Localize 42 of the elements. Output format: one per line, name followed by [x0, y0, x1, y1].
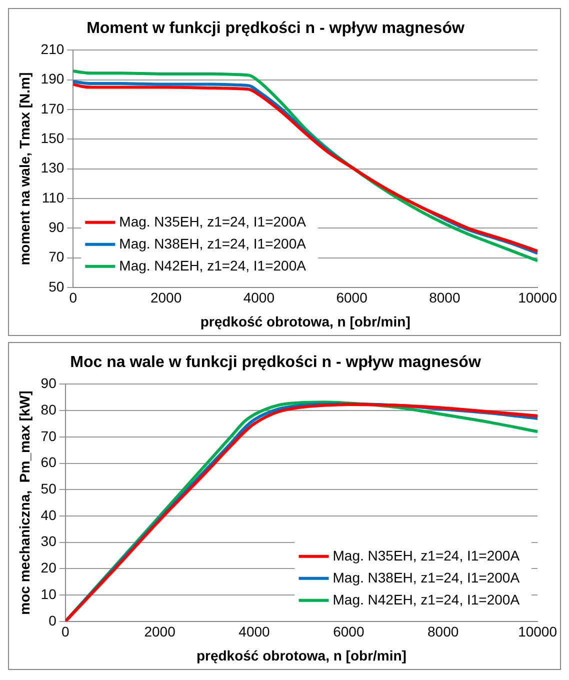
x-tick-label: 2000: [150, 290, 182, 306]
x-tick-label: 6000: [336, 290, 368, 306]
y-tick-label: 20: [40, 560, 57, 576]
y-tick-label: 80: [40, 401, 57, 418]
chart-title: Moc na wale w funkcji prędkości n - wpływ magnesów: [70, 354, 482, 372]
y-tick-label: 50: [40, 480, 57, 496]
y-tick-label: 40: [40, 506, 57, 523]
y-axis-title: moc mechaniczna, Pm_max [kW]: [16, 390, 32, 615]
y-tick-label: 0: [48, 612, 57, 628]
x-tick-label: 8000: [428, 624, 459, 640]
x-tick-label: 4000: [243, 290, 275, 306]
x-tick-label: 0: [69, 290, 78, 306]
y-tick-label: 110: [42, 189, 64, 206]
x-tick-label: 2000: [144, 624, 176, 640]
y-tick-label: 90: [48, 218, 64, 235]
y-tick-label: 190: [40, 70, 64, 87]
y-tick-label: 10: [40, 586, 57, 602]
x-tick-label: 10000: [518, 290, 558, 306]
x-axis-title: prędkość obrotowa, n [obr/min]: [200, 313, 410, 330]
y-tick-label: 60: [40, 454, 57, 470]
chart-title: Moment w funkcji prędkości n - wpływ magnesów: [86, 20, 465, 38]
x-tick-label: 8000: [429, 290, 460, 306]
legend-label: Mag. N38EH, z1=24, I1=200A: [332, 569, 520, 586]
x-tick-label: 10000: [518, 624, 558, 640]
legend-label: Mag. N38EH, z1=24, I1=200A: [119, 235, 307, 252]
y-tick-label: 30: [40, 533, 57, 550]
legend-label: Mag. N35EH, z1=24, I1=200A: [332, 547, 520, 564]
x-tick-label: 6000: [333, 624, 364, 640]
y-tick-label: 150: [40, 130, 64, 146]
legend-label: Mag. N42EH, z1=24, I1=200A: [119, 257, 307, 274]
legend-label: Mag. N35EH, z1=24, I1=200A: [119, 213, 307, 230]
y-tick-label: 50: [48, 278, 64, 294]
x-axis-title: prędkość obrotowa, n [obr/min]: [196, 647, 406, 664]
y-tick-label: 90: [40, 375, 57, 392]
legend-label: Mag. N42EH, z1=24, I1=200A: [332, 591, 520, 608]
y-tick-label: 210: [40, 41, 64, 58]
y-tick-label: 170: [40, 100, 64, 116]
y-axis-title: moment na wale, Tmax [N.m]: [16, 72, 32, 266]
y-tick-label: 70: [48, 248, 64, 265]
y-tick-label: 130: [40, 160, 64, 176]
y-tick-label: 70: [40, 428, 57, 444]
x-tick-label: 4000: [238, 624, 270, 640]
